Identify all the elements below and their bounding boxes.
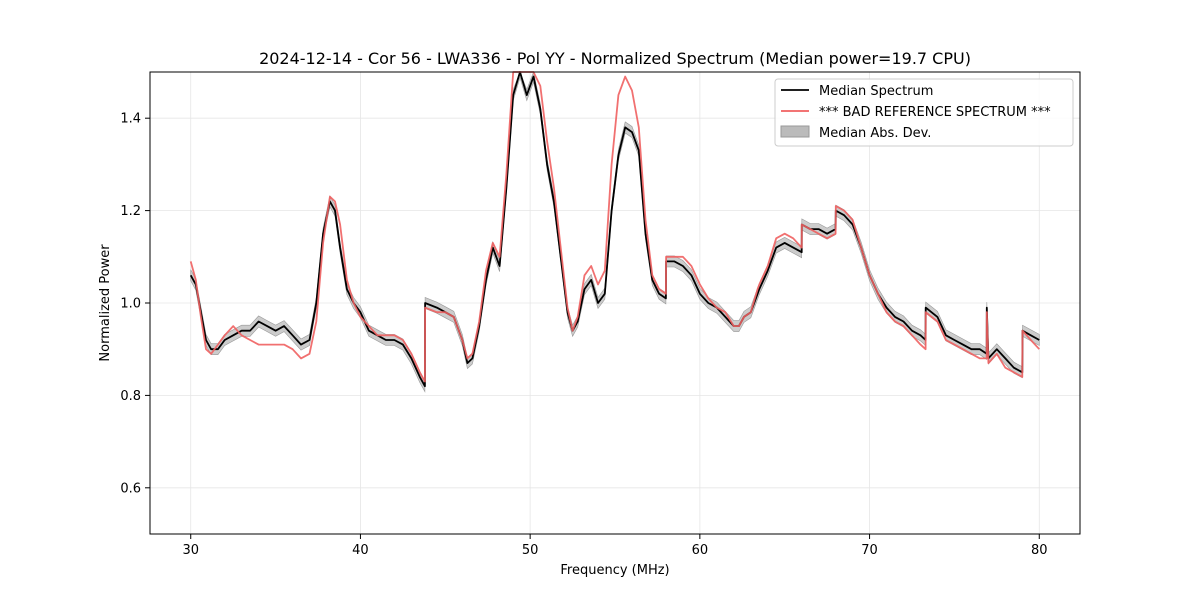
x-axis-ticks: 30 40 50 60 70 80 — [182, 534, 1048, 558]
y-tick-label: 0.8 — [120, 389, 141, 404]
x-tick-label: 80 — [1031, 543, 1048, 558]
x-tick-label: 50 — [522, 543, 539, 558]
legend-label-median: Median Spectrum — [819, 84, 933, 99]
x-tick-label: 70 — [861, 543, 878, 558]
y-tick-label: 1.2 — [120, 204, 141, 219]
x-tick-label: 40 — [352, 543, 369, 558]
legend-box — [774, 78, 1074, 147]
series-bad-reference-spectrum — [189, 71, 1040, 383]
series-layer — [189, 71, 1040, 388]
y-tick-label: 1.4 — [120, 112, 141, 127]
x-tick-label: 30 — [182, 543, 199, 558]
y-tick-label: 0.6 — [120, 481, 141, 496]
chart-title: 2024-12-14 - Cor 56 - LWA336 - Pol YY - … — [259, 49, 971, 68]
x-tick-label: 60 — [692, 543, 709, 558]
y-axis-ticks: 0.6 0.8 1.0 1.2 1.4 — [120, 112, 150, 496]
x-axis-label: Frequency (MHz) — [560, 563, 669, 578]
legend: Median Spectrum *** BAD REFERENCE SPECTR… — [774, 78, 1074, 147]
legend-swatch-mad — [780, 125, 810, 138]
series-median-spectrum — [189, 71, 1040, 388]
y-tick-label: 1.0 — [120, 297, 141, 312]
legend-label-mad: Median Abs. Dev. — [819, 126, 931, 141]
y-axis-label: Normalized Power — [98, 244, 113, 362]
legend-label-bad-reference: *** BAD REFERENCE SPECTRUM *** — [819, 105, 1051, 120]
